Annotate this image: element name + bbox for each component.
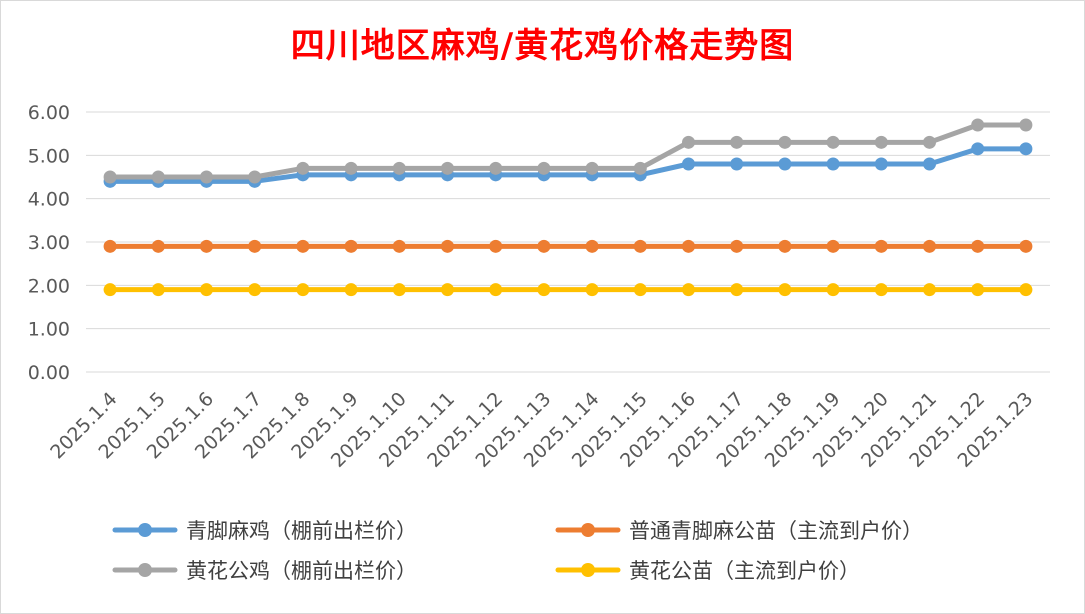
y-tick-label: 4.00 bbox=[28, 189, 70, 211]
data-point bbox=[200, 283, 213, 297]
data-point bbox=[344, 283, 358, 297]
data-point bbox=[778, 283, 792, 297]
data-point bbox=[537, 239, 551, 253]
data-point bbox=[392, 283, 406, 297]
data-point bbox=[200, 170, 213, 184]
data-point bbox=[682, 239, 695, 253]
data-point bbox=[730, 157, 744, 171]
data-point bbox=[103, 239, 117, 253]
data-point bbox=[151, 283, 165, 297]
data-point bbox=[778, 157, 792, 171]
data-point bbox=[778, 239, 792, 253]
y-tick-label: 5.00 bbox=[28, 145, 70, 167]
data-point bbox=[103, 283, 117, 297]
data-point bbox=[730, 239, 744, 253]
data-point bbox=[200, 239, 213, 253]
data-point bbox=[633, 161, 647, 175]
data-point bbox=[778, 135, 792, 149]
data-point bbox=[682, 135, 695, 149]
data-point bbox=[344, 239, 358, 253]
data-point bbox=[826, 157, 840, 171]
data-point bbox=[585, 161, 599, 175]
data-point bbox=[730, 135, 744, 149]
data-point bbox=[537, 161, 551, 175]
data-point bbox=[923, 135, 936, 149]
data-point bbox=[489, 239, 503, 253]
data-point bbox=[1019, 118, 1033, 132]
data-point bbox=[730, 283, 744, 297]
data-point bbox=[682, 283, 695, 297]
data-point bbox=[826, 283, 840, 297]
data-point bbox=[441, 239, 454, 253]
data-point bbox=[1019, 283, 1033, 297]
y-tick-label: 0.00 bbox=[28, 362, 70, 384]
data-point bbox=[826, 135, 840, 149]
data-point bbox=[296, 283, 310, 297]
data-point bbox=[923, 157, 936, 171]
data-point bbox=[441, 161, 454, 175]
data-point bbox=[489, 161, 503, 175]
data-point bbox=[971, 118, 985, 132]
data-point bbox=[248, 239, 262, 253]
series-line-0 bbox=[107, 146, 1029, 184]
data-point bbox=[537, 283, 551, 297]
data-point bbox=[682, 157, 695, 171]
data-point bbox=[971, 142, 985, 156]
y-tick-label: 1.00 bbox=[28, 319, 70, 341]
data-point bbox=[248, 283, 262, 297]
data-point bbox=[151, 170, 165, 184]
y-tick-label: 2.00 bbox=[28, 275, 70, 297]
data-point bbox=[344, 161, 358, 175]
chart-title: 四川地区麻鸡/黄花鸡价格走势图 bbox=[290, 26, 795, 66]
data-point bbox=[1019, 142, 1033, 156]
data-point bbox=[874, 135, 888, 149]
data-point bbox=[392, 161, 406, 175]
data-point bbox=[874, 283, 888, 297]
data-point bbox=[248, 170, 262, 184]
data-point bbox=[585, 239, 599, 253]
data-point bbox=[585, 283, 599, 297]
data-point bbox=[874, 157, 888, 171]
data-point bbox=[874, 239, 888, 253]
data-point bbox=[826, 239, 840, 253]
data-point bbox=[151, 239, 165, 253]
data-point bbox=[489, 283, 503, 297]
data-point bbox=[296, 239, 310, 253]
data-point bbox=[633, 239, 647, 253]
data-point bbox=[971, 283, 985, 297]
series-line-2 bbox=[107, 122, 1029, 180]
data-point bbox=[441, 283, 454, 297]
data-point bbox=[392, 239, 406, 253]
data-point bbox=[1019, 239, 1033, 253]
data-point bbox=[296, 161, 310, 175]
data-point bbox=[923, 283, 936, 297]
y-tick-label: 3.00 bbox=[28, 232, 70, 254]
data-point bbox=[971, 239, 985, 253]
data-point bbox=[633, 283, 647, 297]
data-point bbox=[103, 170, 117, 184]
data-point bbox=[923, 239, 936, 253]
y-tick-label: 6.00 bbox=[28, 102, 70, 124]
